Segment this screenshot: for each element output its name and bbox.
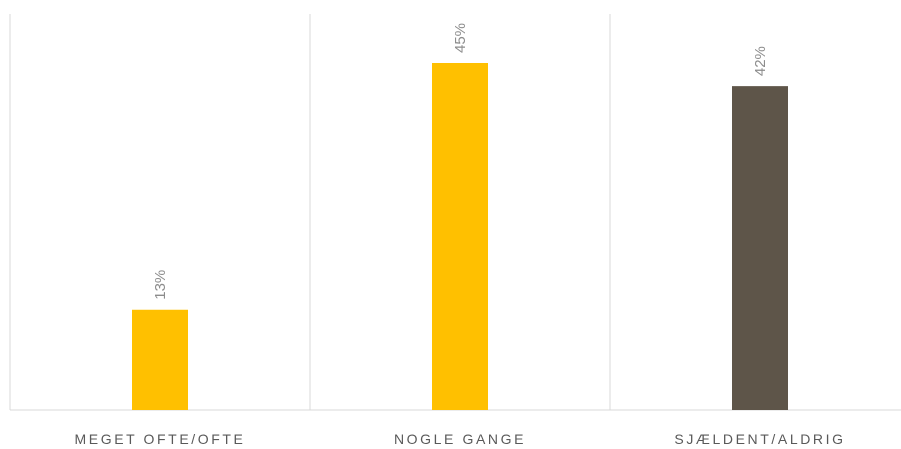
bars xyxy=(132,63,788,410)
bar xyxy=(132,309,188,410)
value-label: 45% xyxy=(452,23,469,53)
category-label: SJÆLDENT/ALDRIG xyxy=(674,431,845,447)
value-label: 42% xyxy=(752,46,769,76)
value-label: 13% xyxy=(152,270,169,300)
category-separators xyxy=(9,14,611,410)
bar xyxy=(432,63,488,410)
value-labels: 13% 45% 42% xyxy=(152,23,769,300)
category-labels: MEGET OFTE/OFTE NOGLE GANGE SJÆLDENT/ALDRI… xyxy=(75,431,845,447)
bar xyxy=(732,86,788,410)
category-label: MEGET OFTE/OFTE xyxy=(75,431,246,447)
category-label: NOGLE GANGE xyxy=(394,431,526,447)
